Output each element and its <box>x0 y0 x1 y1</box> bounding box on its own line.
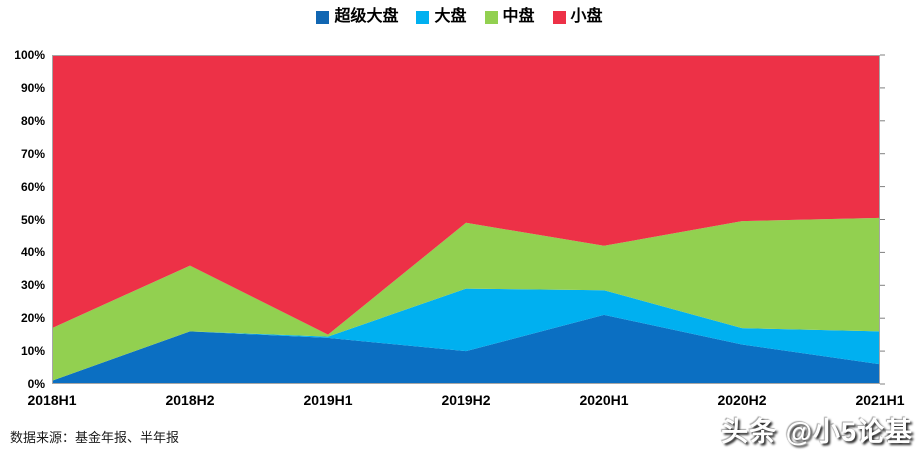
legend-swatch-mid-cap <box>484 10 498 24</box>
area-series-mid-cap <box>52 217 880 381</box>
y-axis-tick-label: 80% <box>20 113 45 128</box>
area-series-super-large-cap <box>52 314 880 384</box>
y-axis-tick-label: 60% <box>20 179 45 194</box>
legend-item-small-cap: 小盘 <box>552 8 603 25</box>
legend-label: 大盘 <box>434 8 467 25</box>
legend-swatch-super-large-cap <box>316 10 330 24</box>
x-axis-label: 2019H1 <box>303 392 353 408</box>
legend-item-super-large-cap: 超级大盘 <box>316 9 398 25</box>
y-axis-tick-label: 0% <box>27 377 45 391</box>
y-axis-tick-label: 30% <box>20 278 45 293</box>
y-axis-tick-label: 10% <box>20 344 45 359</box>
watermark: 头条 @小5论基 <box>721 417 913 447</box>
area-series-small-cap <box>52 55 880 335</box>
legend-item-large-cap: 大盘 <box>416 8 467 25</box>
legend-label: 中盘 <box>502 8 535 25</box>
y-axis-tick-label: 70% <box>20 146 45 161</box>
y-axis-tick-label: 100% <box>14 48 45 62</box>
x-axis-label: 2020H1 <box>579 392 629 408</box>
chart-legend: 超级大盘 大盘 中盘 小盘 <box>0 9 919 25</box>
data-source-note: 数据来源：基金年报、半年报 <box>10 430 180 445</box>
y-axis-tick-label: 20% <box>20 311 45 326</box>
plot-area <box>52 54 892 385</box>
x-axis-label: 2018H2 <box>165 392 215 408</box>
stacked-area-chart <box>52 54 885 385</box>
y-axis-tick-label: 90% <box>20 80 45 95</box>
y-axis-tick-label: 40% <box>20 245 45 260</box>
x-axis-label: 2021H1 <box>855 392 905 408</box>
legend-item-mid-cap: 中盘 <box>484 8 535 25</box>
legend-swatch-large-cap <box>416 10 430 24</box>
y-axis-tick-label: 50% <box>20 212 45 227</box>
x-axis-label: 2020H2 <box>717 392 767 408</box>
plot-border <box>52 55 880 384</box>
legend-label: 超级大盘 <box>334 8 399 25</box>
x-axis-label: 2018H1 <box>27 392 77 408</box>
area-series-large-cap <box>52 288 880 381</box>
legend-swatch-small-cap <box>552 10 566 24</box>
legend-label: 小盘 <box>570 8 603 25</box>
x-axis-label: 2019H2 <box>441 392 491 408</box>
